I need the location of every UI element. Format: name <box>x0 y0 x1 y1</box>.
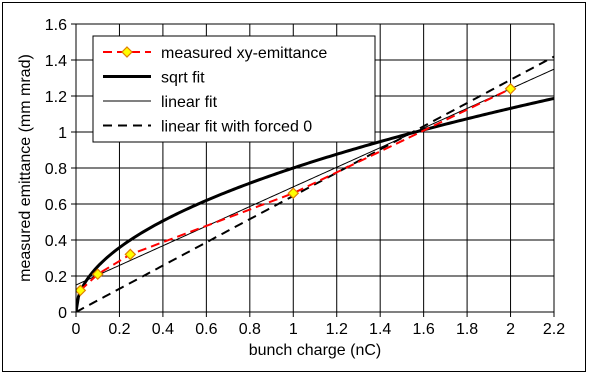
legend-label: linear fit <box>161 94 218 111</box>
tick-labels: 0 0.2 0.4 0.6 0.8 1 1.2 1.4 1.6 1.8 2 2.2 0 0.2 0.4 0.6… <box>45 17 565 338</box>
x-tick-label: 0 <box>72 321 81 338</box>
x-tick-label: 1.8 <box>456 321 478 338</box>
y-tick-label: 0.6 <box>45 197 67 214</box>
legend-item: linear fit with forced 0 <box>103 119 312 136</box>
x-tick-label: 1.4 <box>369 321 391 338</box>
data-point-marker <box>287 187 300 200</box>
x-tick-label: 0.2 <box>108 321 130 338</box>
data-point-marker <box>504 82 517 95</box>
legend-label: linear fit with forced 0 <box>161 119 312 136</box>
legend-item: measured xy-emittance <box>103 45 327 62</box>
y-tick-label: 0.2 <box>45 269 67 286</box>
legend-label: measured xy-emittance <box>161 45 327 62</box>
y-tick-label: 0.4 <box>45 233 67 250</box>
x-tick-label: 2 <box>506 321 515 338</box>
y-axis-label: measured emittance (mm mrad) <box>17 54 34 282</box>
series-line <box>76 55 554 312</box>
series-layer <box>76 55 554 312</box>
legend-marker <box>121 46 133 58</box>
x-tick-label: 1 <box>289 321 298 338</box>
chart-frame: 0 0.2 0.4 0.6 0.8 1 1.2 1.4 1.6 1.8 2 2.2 0 0.2 0.4 0.6… <box>2 2 586 372</box>
legend: measured xy-emittance sqrt fit linear fit l… <box>92 35 376 143</box>
y-tick-label: 0 <box>58 305 67 322</box>
x-axis-label: bunch charge (nC) <box>249 342 382 359</box>
legend-item: linear fit <box>103 94 218 111</box>
x-tick-label: 0.4 <box>152 321 174 338</box>
data-point-marker <box>76 284 87 297</box>
legend-label: sqrt fit <box>161 70 205 87</box>
series-line <box>76 96 554 312</box>
series-1 <box>76 96 554 312</box>
x-tick-label: 0.6 <box>195 321 217 338</box>
x-tick-label: 0.8 <box>239 321 261 338</box>
x-tick-label: 1.2 <box>326 321 348 338</box>
y-tick-label: 1.4 <box>45 53 67 70</box>
y-tick-label: 1.6 <box>45 17 67 34</box>
data-point-marker <box>124 248 137 261</box>
y-tick-label: 0.8 <box>45 161 67 178</box>
x-tick-label: 1.6 <box>413 321 435 338</box>
x-tick-label: 2.2 <box>543 321 565 338</box>
legend-item: sqrt fit <box>103 70 205 87</box>
emittance-chart: 0 0.2 0.4 0.6 0.8 1 1.2 1.4 1.6 1.8 2 2.2 0 0.2 0.4 0.6… <box>17 17 565 359</box>
y-tick-label: 1 <box>58 125 67 142</box>
data-point-marker <box>91 268 104 281</box>
series-3 <box>76 55 554 312</box>
legend-box <box>92 35 376 143</box>
y-tick-label: 1.2 <box>45 89 67 106</box>
series-0 <box>76 82 517 297</box>
